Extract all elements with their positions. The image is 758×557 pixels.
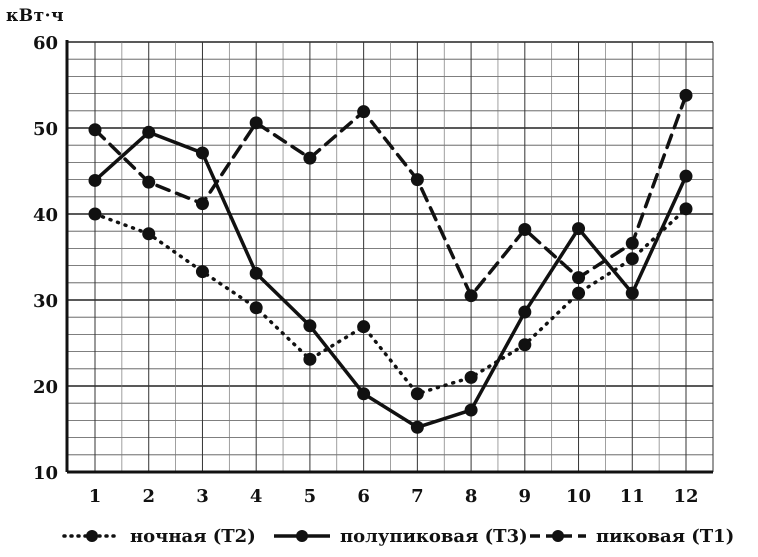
- y-tick-label: 20: [33, 377, 58, 398]
- data-point: [518, 305, 532, 319]
- data-point: [142, 175, 156, 189]
- data-point: [679, 202, 693, 216]
- data-point: [518, 338, 532, 352]
- x-tick-label: 2: [142, 486, 155, 507]
- legend-swatch-solid: [274, 530, 330, 542]
- data-point: [410, 387, 424, 401]
- x-tick-label: 12: [673, 486, 698, 507]
- x-tick-label: 10: [566, 486, 591, 507]
- legend-swatch-dashed: [530, 530, 586, 542]
- data-point: [625, 236, 639, 250]
- data-point: [249, 301, 263, 315]
- y-tick-label: 40: [33, 205, 58, 226]
- x-tick-label: 5: [304, 486, 317, 507]
- y-tick-label: 10: [33, 463, 58, 484]
- series-dotted: [88, 202, 693, 401]
- data-point: [142, 125, 156, 139]
- data-point: [303, 151, 317, 165]
- data-point: [303, 319, 317, 333]
- data-point: [572, 271, 586, 285]
- series-line: [93, 130, 688, 430]
- x-tick-label: 4: [250, 486, 263, 507]
- legend-item-semipeak: полупиковая (Т3): [272, 518, 528, 554]
- data-point: [357, 105, 371, 119]
- data-point: [679, 169, 693, 183]
- x-tick-label: 9: [519, 486, 532, 507]
- x-tick-label: 8: [465, 486, 478, 507]
- grid: [67, 41, 714, 473]
- data-point: [195, 197, 209, 211]
- data-point: [249, 266, 263, 280]
- data-point: [679, 88, 693, 102]
- legend-label-peak: пиковая (Т1): [596, 525, 735, 547]
- data-point: [303, 352, 317, 366]
- data-point: [572, 222, 586, 236]
- axes: [65, 40, 713, 474]
- legend: ночная (Т2) полупиковая (Т3) пиковая (Т1…: [0, 518, 758, 554]
- x-tick-label: 6: [357, 486, 370, 507]
- data-point: [410, 420, 424, 434]
- data-point: [464, 403, 478, 417]
- x-tick-label: 3: [196, 486, 209, 507]
- legend-label-semipeak: полупиковая (Т3): [340, 525, 528, 547]
- data-point: [357, 320, 371, 334]
- x-tick-label: 7: [411, 486, 424, 507]
- data-point: [195, 265, 209, 279]
- data-point: [88, 207, 102, 221]
- legend-label-night: ночная (Т2): [130, 525, 256, 547]
- series-line: [93, 93, 688, 298]
- series-line: [93, 207, 688, 396]
- series-solid: [88, 125, 693, 434]
- legend-item-night: ночная (Т2): [62, 518, 256, 554]
- data-point: [625, 252, 639, 266]
- series-lines: [88, 88, 693, 434]
- data-point: [572, 286, 586, 300]
- y-tick-label: 50: [33, 119, 58, 140]
- x-tick-label: 1: [89, 486, 102, 507]
- series-dashed: [88, 88, 693, 303]
- x-tick-label: 11: [620, 486, 645, 507]
- data-point: [357, 387, 371, 401]
- legend-swatch-dotted: [62, 530, 122, 542]
- data-point: [88, 173, 102, 187]
- data-point: [464, 289, 478, 303]
- data-point: [249, 116, 263, 130]
- legend-item-peak: пиковая (Т1): [528, 518, 734, 554]
- y-unit-label: кВт·ч: [6, 6, 65, 26]
- data-point: [518, 222, 532, 236]
- data-point: [410, 173, 424, 187]
- y-tick-label: 30: [33, 291, 58, 312]
- data-point: [625, 286, 639, 300]
- data-point: [195, 146, 209, 160]
- data-point: [464, 370, 478, 384]
- data-point: [88, 123, 102, 137]
- y-tick-label: 60: [33, 33, 58, 54]
- data-point: [142, 227, 156, 241]
